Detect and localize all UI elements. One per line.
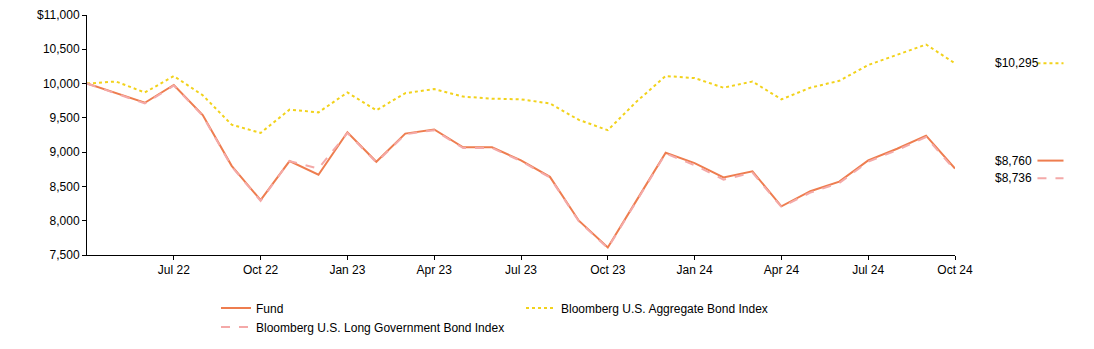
svg-text:8,000: 8,000 [50, 214, 80, 228]
svg-text:10,000: 10,000 [43, 77, 80, 91]
svg-text:Jul 23: Jul 23 [505, 263, 537, 277]
svg-text:Bloomberg U.S. Long Government: Bloomberg U.S. Long Government Bond Inde… [256, 321, 504, 335]
svg-text:7,500: 7,500 [50, 248, 80, 262]
svg-text:$8,736: $8,736 [995, 171, 1032, 185]
svg-text:10,500: 10,500 [43, 42, 80, 56]
svg-text:Fund: Fund [256, 302, 283, 316]
svg-text:$11,000: $11,000 [37, 8, 80, 22]
svg-text:Jul 22: Jul 22 [158, 263, 190, 277]
svg-text:8,500: 8,500 [50, 180, 80, 194]
svg-text:$8,760: $8,760 [995, 154, 1032, 168]
svg-text:Oct 23: Oct 23 [590, 263, 626, 277]
svg-text:Apr 23: Apr 23 [417, 263, 453, 277]
svg-text:Jan 23: Jan 23 [329, 263, 365, 277]
svg-text:Jul 24: Jul 24 [852, 263, 884, 277]
svg-text:Jan 24: Jan 24 [677, 263, 713, 277]
svg-text:Oct 24: Oct 24 [937, 263, 973, 277]
svg-text:$10,295: $10,295 [995, 56, 1039, 70]
svg-text:9,000: 9,000 [50, 145, 80, 159]
svg-text:Bloomberg U.S. Aggregate Bond: Bloomberg U.S. Aggregate Bond Index [561, 302, 768, 316]
svg-text:Apr 24: Apr 24 [764, 263, 800, 277]
svg-text:Oct 22: Oct 22 [243, 263, 279, 277]
svg-text:9,500: 9,500 [50, 111, 80, 125]
